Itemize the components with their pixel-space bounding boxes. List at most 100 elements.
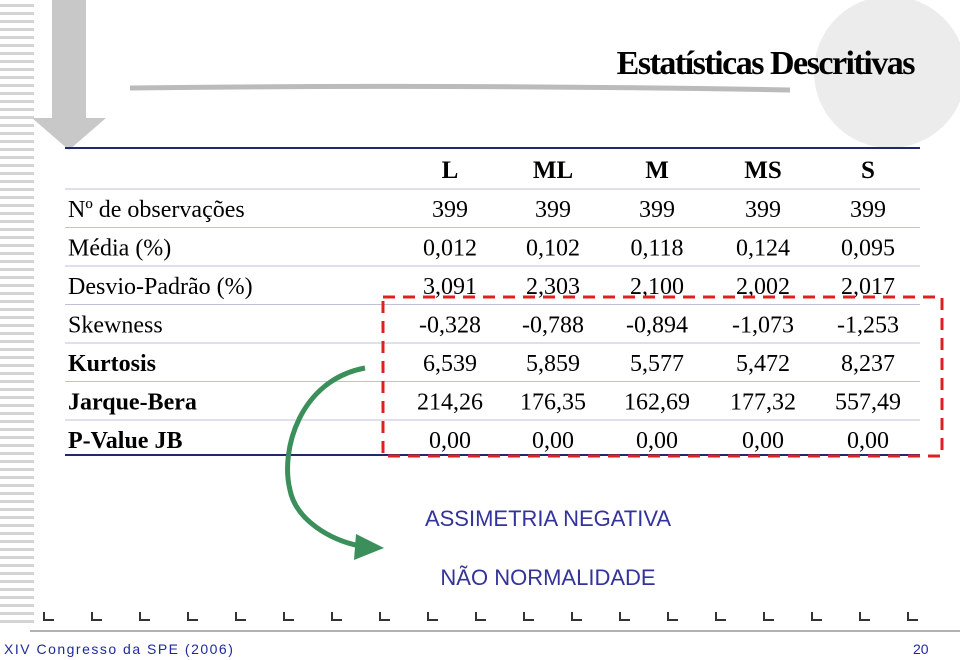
- corner-mark: [43, 612, 54, 621]
- column-header: M: [645, 157, 669, 184]
- corner-mark: [907, 612, 918, 621]
- title-underline: [129, 83, 791, 93]
- row-label: Kurtosis: [68, 351, 156, 377]
- cell: 5,472: [736, 351, 790, 377]
- deco-arrow: [32, 0, 106, 150]
- stripe: [0, 500, 34, 503]
- cell: 399: [745, 197, 781, 223]
- stripe: [0, 412, 34, 415]
- cell: 0,102: [526, 236, 580, 262]
- stripe: [0, 324, 34, 327]
- title: Estatísticas Descritivas: [617, 45, 916, 82]
- bottom-deco: [43, 612, 918, 621]
- cell: -0,788: [522, 313, 584, 339]
- stripe: [0, 172, 34, 175]
- row-label: P-Value JB: [68, 428, 182, 454]
- row-label: Skewness: [68, 313, 163, 339]
- cell: 399: [639, 197, 675, 223]
- stripe: [0, 580, 34, 583]
- corner-mark: [187, 612, 198, 621]
- stripe: [0, 444, 34, 447]
- cell: -1,253: [837, 313, 899, 339]
- corner-mark: [763, 612, 774, 621]
- cell: -1,073: [732, 313, 794, 339]
- stripe: [0, 228, 34, 231]
- stripe: [0, 4, 34, 7]
- stripe: [0, 148, 34, 151]
- stripe: [0, 308, 34, 311]
- stripe: [0, 92, 34, 95]
- row-label: Jarque-Bera: [68, 390, 197, 416]
- cell: 177,32: [730, 390, 796, 416]
- green-arrow: [285, 365, 366, 549]
- corner-mark: [379, 612, 390, 621]
- stripe: [0, 100, 34, 103]
- corner-mark: [475, 612, 486, 621]
- column-header: L: [442, 157, 459, 184]
- column-header: ML: [533, 157, 573, 184]
- stripe: [0, 252, 34, 255]
- stripe: [0, 276, 34, 279]
- stripe: [0, 164, 34, 167]
- stripe: [0, 380, 34, 383]
- cell: 0,00: [429, 428, 471, 454]
- stripe: [0, 44, 34, 47]
- cell: 0,124: [736, 236, 790, 262]
- stripe: [0, 156, 34, 159]
- green-arrowhead: [354, 534, 384, 560]
- corner-mark: [859, 612, 870, 621]
- cell: 162,69: [624, 390, 690, 416]
- stripe: [0, 300, 34, 303]
- stripe: [0, 284, 34, 287]
- stripe: [0, 404, 34, 407]
- corner-mark: [139, 612, 150, 621]
- stripe: [0, 484, 34, 487]
- stripe: [0, 212, 34, 215]
- cell: -0,894: [626, 313, 688, 339]
- stripe: [0, 572, 34, 575]
- stripe: [0, 556, 34, 559]
- stripe: [0, 356, 34, 359]
- cell: 399: [432, 197, 468, 223]
- corner-mark: [715, 612, 726, 621]
- stripe: [0, 476, 34, 479]
- cell: 8,237: [841, 351, 895, 377]
- stripe: [0, 244, 34, 247]
- annotation: ASSIMETRIA NEGATIVA: [425, 506, 671, 531]
- corner-mark: [235, 612, 246, 621]
- stripe: [0, 12, 34, 15]
- stripe: [0, 588, 34, 591]
- stripe: [0, 140, 34, 143]
- stripe: [0, 388, 34, 391]
- stripe: [0, 516, 34, 519]
- stripe: [0, 540, 34, 543]
- stripe: [0, 76, 34, 79]
- cell: 399: [535, 197, 571, 223]
- stripe: [0, 132, 34, 135]
- stripe: [0, 508, 34, 511]
- stripe: [0, 28, 34, 31]
- corner-mark: [811, 612, 822, 621]
- cell: -0,328: [419, 313, 481, 339]
- stripe: [0, 236, 34, 239]
- column-header: MS: [744, 157, 782, 184]
- left-stripes: [0, 4, 34, 623]
- cell: 557,49: [835, 390, 901, 416]
- stripe: [0, 292, 34, 295]
- stripe: [0, 116, 34, 119]
- stripe: [0, 604, 34, 607]
- footer-text: XIV Congresso da SPE (2006): [4, 641, 234, 657]
- stripe: [0, 596, 34, 599]
- table: L ML M MS S Nº de observações 399 399 399 399 399 M…: [65, 157, 920, 454]
- cell: 0,012: [423, 236, 477, 262]
- stripe: [0, 204, 34, 207]
- stripe: [0, 84, 34, 87]
- annotation: NÃO NORMALIDADE: [440, 565, 655, 590]
- corner-mark: [571, 612, 582, 621]
- cell: 214,26: [417, 390, 483, 416]
- column-header: S: [861, 157, 875, 184]
- cell: 0,095: [841, 236, 895, 262]
- page-number: 20: [913, 641, 929, 657]
- cell: 6,539: [423, 351, 477, 377]
- cell: 0,00: [742, 428, 784, 454]
